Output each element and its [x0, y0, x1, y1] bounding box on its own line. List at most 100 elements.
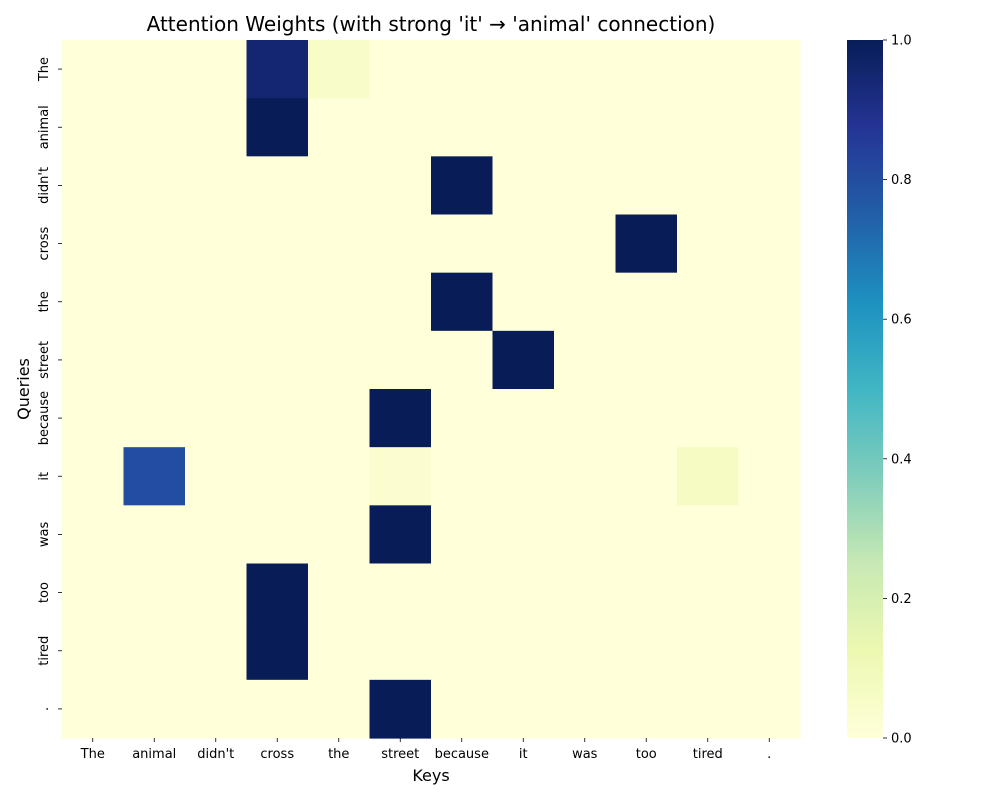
heatmap-cell — [554, 98, 617, 157]
y-tick-label: cross — [37, 227, 52, 261]
heatmap-cell — [738, 330, 801, 390]
heatmap-cell — [246, 389, 309, 448]
heatmap-cell — [308, 389, 371, 448]
x-tick-label: didn't — [197, 747, 234, 762]
heatmap-cell — [738, 505, 801, 565]
heatmap-cell — [62, 447, 125, 506]
heatmap-cell — [677, 389, 740, 448]
y-tick-label: street — [37, 341, 52, 379]
heatmap-cell — [369, 330, 432, 390]
heatmap-cell — [185, 156, 248, 216]
y-tick-label: it — [37, 472, 52, 481]
heatmap-cell — [308, 156, 371, 216]
heatmap-cell — [492, 272, 555, 332]
heatmap-cell — [246, 330, 309, 390]
heatmap-cell — [369, 389, 432, 448]
heatmap-cell — [554, 679, 617, 739]
heatmap-cell — [123, 621, 186, 681]
heatmap-cell — [369, 505, 432, 565]
heatmap-cell — [308, 447, 371, 506]
heatmap-cell — [738, 98, 801, 157]
heatmap-cell — [615, 214, 678, 274]
colorbar-tick-label: 0.6 — [891, 313, 912, 328]
heatmap-cell — [123, 563, 186, 623]
heatmap-cell — [246, 40, 309, 99]
heatmap-cell — [431, 679, 494, 739]
heatmap-cell — [554, 272, 617, 332]
heatmap-cell — [431, 621, 494, 681]
heatmap-cells — [62, 40, 801, 739]
heatmap-cell — [738, 563, 801, 623]
heatmap-cell — [185, 679, 248, 739]
heatmap-cell — [677, 156, 740, 216]
heatmap-cell — [738, 214, 801, 274]
y-tick-label: The — [37, 57, 52, 82]
heatmap-cell — [554, 447, 617, 506]
heatmap-cell — [554, 505, 617, 565]
heatmap-cell — [492, 563, 555, 623]
y-tick-label: was — [37, 522, 52, 548]
heatmap-cell — [677, 563, 740, 623]
heatmap-cell — [431, 389, 494, 448]
heatmap-cell — [431, 214, 494, 274]
heatmap-cell — [369, 447, 432, 506]
heatmap-cell — [308, 679, 371, 739]
y-tick-label: didn't — [37, 167, 52, 204]
heatmap-cell — [677, 505, 740, 565]
heatmap-cell — [738, 272, 801, 332]
y-axis-ticks: The animal didn't cross the street because it wa… — [37, 57, 62, 711]
heatmap-cell — [369, 679, 432, 739]
heatmap-cell — [369, 272, 432, 332]
y-tick-label: because — [37, 391, 52, 445]
heatmap-cell — [62, 389, 125, 448]
y-tick-label: animal — [37, 105, 52, 149]
heatmap-cell — [246, 505, 309, 565]
heatmap-cell — [492, 447, 555, 506]
heatmap-cell — [554, 156, 617, 216]
x-tick-label: The — [80, 747, 105, 762]
x-tick-label: because — [435, 747, 489, 762]
heatmap-cell — [62, 156, 125, 216]
y-tick-label: tired — [37, 636, 52, 666]
heatmap-cell — [615, 563, 678, 623]
heatmap-cell — [123, 330, 186, 390]
heatmap-cell — [369, 214, 432, 274]
heatmap-cell — [615, 447, 678, 506]
heatmap-cell — [62, 679, 125, 739]
y-tick-label: the — [37, 291, 52, 312]
colorbar-tick-label: 0.8 — [891, 173, 912, 188]
heatmap-cell — [185, 563, 248, 623]
heatmap-cell — [677, 621, 740, 681]
colorbar-tick-label: 0.2 — [891, 592, 912, 607]
colorbar-ticks: 0.0 0.2 0.4 0.6 0.8 1.0 — [883, 34, 912, 747]
heatmap-cell — [492, 389, 555, 448]
heatmap-cell — [308, 98, 371, 157]
heatmap-cell — [431, 505, 494, 565]
heatmap-cell — [431, 272, 494, 332]
heatmap-cell — [123, 272, 186, 332]
heatmap-cell — [62, 214, 125, 274]
heatmap-cell — [677, 214, 740, 274]
heatmap-cell — [554, 389, 617, 448]
heatmap-cell — [738, 621, 801, 681]
heatmap-cell — [62, 272, 125, 332]
heatmap-cell — [185, 505, 248, 565]
heatmap-cell — [677, 272, 740, 332]
heatmap-cell — [185, 330, 248, 390]
heatmap-cell — [492, 156, 555, 216]
x-tick-label: it — [519, 747, 528, 762]
colorbar-tick-label: 0.0 — [891, 732, 912, 747]
heatmap-cell — [738, 156, 801, 216]
heatmap-cell — [554, 214, 617, 274]
colorbar: 0.0 0.2 0.4 0.6 0.8 1.0 — [847, 34, 912, 747]
heatmap-cell — [308, 214, 371, 274]
heatmap-cell — [123, 40, 186, 99]
heatmap-cell — [123, 214, 186, 274]
heatmap-cell — [369, 98, 432, 157]
heatmap-cell — [431, 40, 494, 99]
colorbar-tick-label: 0.4 — [891, 452, 912, 467]
heatmap-cell — [554, 40, 617, 99]
heatmap-cell — [615, 98, 678, 157]
heatmap-cell — [246, 563, 309, 623]
heatmap-cell — [677, 330, 740, 390]
